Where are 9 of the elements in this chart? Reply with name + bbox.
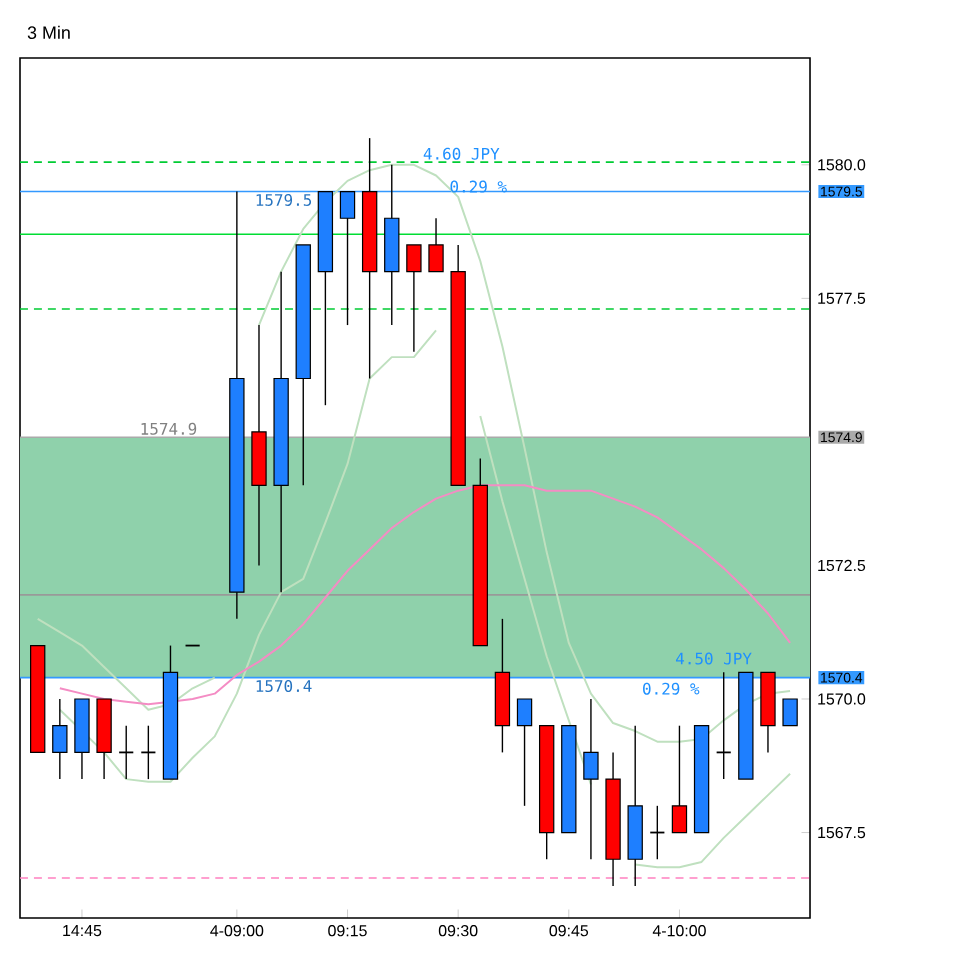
candlestick	[339, 190, 356, 326]
chart-title: 3 Min	[27, 25, 70, 40]
candlestick	[406, 244, 422, 353]
candlestick	[782, 698, 798, 727]
candlestick	[52, 698, 68, 780]
candlestick	[671, 725, 688, 834]
candlestick	[583, 698, 599, 860]
candlestick	[428, 217, 444, 273]
candlestick	[516, 698, 533, 807]
